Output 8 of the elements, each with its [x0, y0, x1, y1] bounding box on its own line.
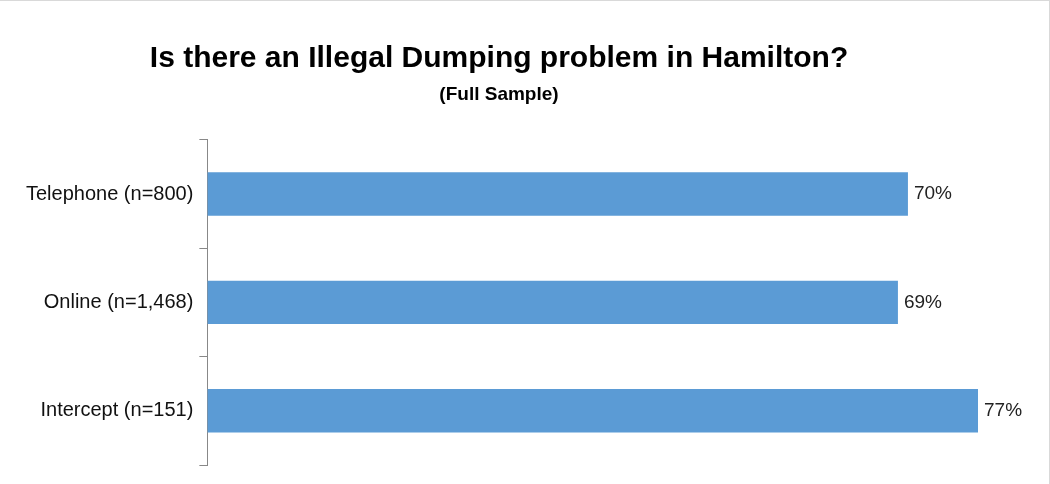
data-label: 77% [984, 399, 1023, 421]
data-label: 69% [903, 290, 943, 312]
chart-subtitle: (Full Sample) [439, 82, 559, 104]
y-tick-label: Online (n=1,468) [43, 289, 194, 312]
y-tick-label: Telephone (n=800) [25, 181, 194, 204]
y-tick-label: Intercept (n=151) [40, 398, 194, 421]
data-label: 70% [913, 182, 953, 204]
chart-title: Is there an Illegal Dumping problem in Hamilton? [149, 40, 849, 74]
